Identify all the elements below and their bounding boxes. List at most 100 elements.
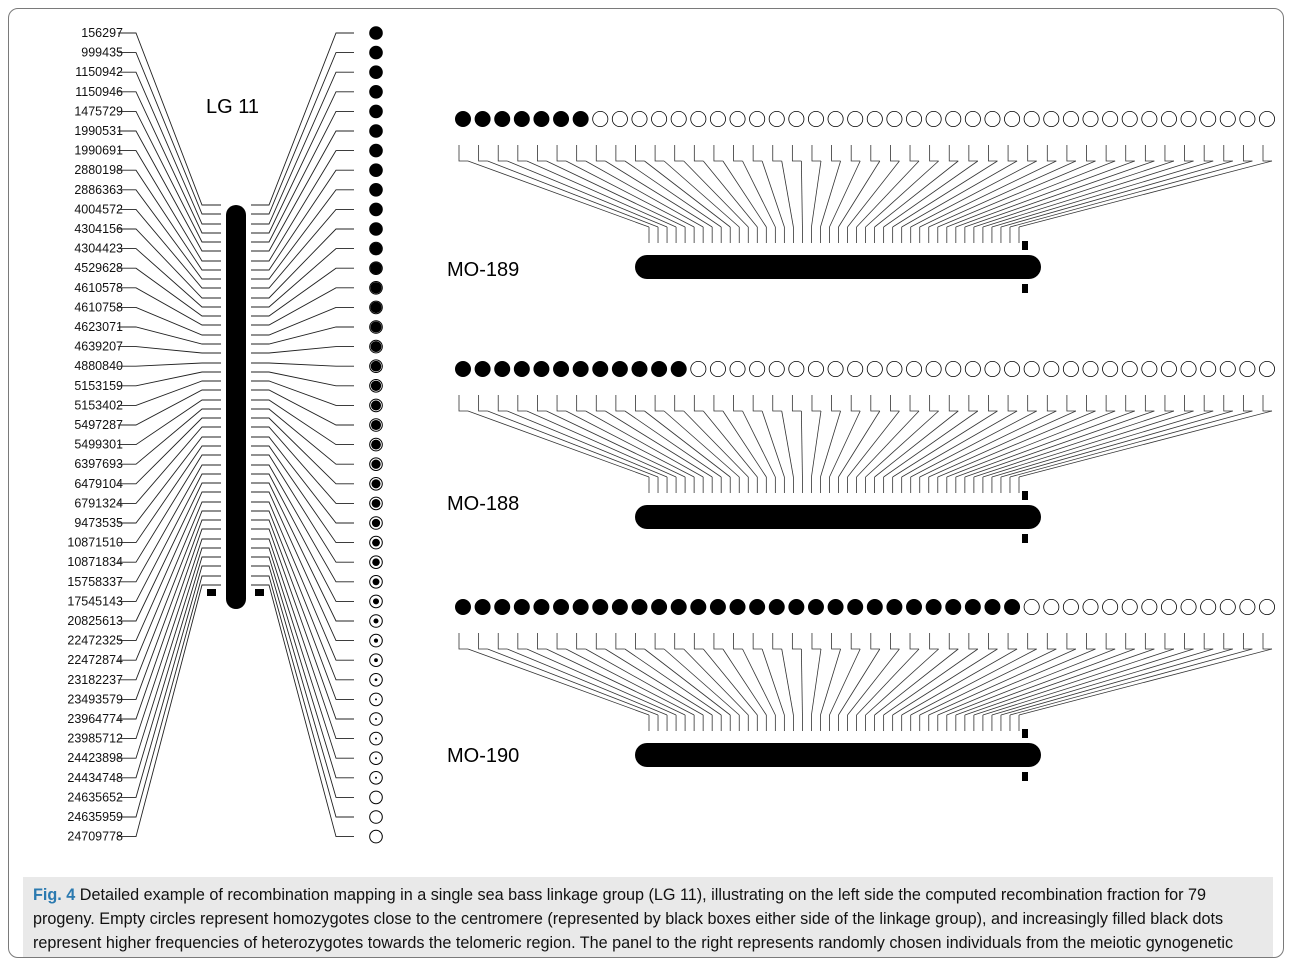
marker-connector (742, 648, 776, 716)
marker-connector-right (251, 565, 354, 798)
homozygote-dot (1102, 111, 1119, 128)
marker-connector-left (118, 547, 221, 759)
marker-connector (546, 160, 686, 228)
marker-tick (1046, 633, 1057, 650)
marker-connector (644, 648, 731, 716)
marker-label: 5499301 (74, 438, 123, 452)
homozygote-dot (768, 360, 785, 377)
marker-connector (526, 160, 677, 228)
marker-connector (624, 160, 722, 228)
recombination-fill (370, 301, 382, 314)
marker-connector (955, 410, 1135, 478)
homozygote-dot (886, 111, 903, 128)
homozygote-dot (964, 360, 981, 377)
homozygote-dot (1082, 599, 1099, 616)
marker-connector (800, 410, 803, 478)
marker-connector (605, 410, 713, 478)
recombination-fill (369, 105, 383, 118)
marker-tick (772, 145, 782, 162)
marker-connector-left (118, 426, 221, 504)
marker-tick (654, 395, 665, 412)
recombination-fill (369, 222, 383, 236)
homozygote-dot (1102, 360, 1119, 377)
homozygote-dot (984, 111, 1001, 128)
heterozygote-dot (631, 599, 648, 616)
marker-connector (946, 410, 1116, 478)
homozygote-dot (1023, 111, 1040, 128)
marker-label: 4623071 (74, 320, 123, 334)
marker-connector (800, 160, 803, 228)
marker-label: 1150942 (75, 65, 123, 79)
marker-connector (722, 410, 767, 478)
marker-label: 15758337 (67, 575, 123, 589)
heterozygote-dot (964, 599, 981, 616)
marker-tick (497, 633, 508, 650)
marker-connector-left (118, 575, 221, 818)
homozygote-dot (1200, 111, 1217, 128)
heterozygote-dot (494, 111, 511, 128)
marker-tick (811, 145, 821, 162)
homozygote-dot (1004, 111, 1021, 128)
marker-label: 23985712 (67, 732, 123, 746)
marker-connector (865, 160, 939, 228)
marker-connector-left (118, 228, 221, 299)
marker-connector-right (251, 491, 354, 642)
heterozygote-dot (788, 599, 805, 616)
homozygote-dot (1219, 360, 1236, 377)
marker-connector (928, 648, 1077, 716)
recombination-fill (375, 737, 377, 740)
marker-connector-right (251, 380, 354, 406)
recombination-fill (369, 124, 383, 138)
heterozygote-dot (768, 599, 785, 616)
recombination-fill (375, 776, 377, 779)
recombination-fill (370, 380, 382, 391)
marker-connector-right (251, 346, 354, 354)
heterozygote-dot (670, 360, 687, 377)
marker-connector-right (251, 426, 354, 504)
marker-connector (838, 160, 881, 228)
marker-connector (781, 160, 794, 228)
marker-label: 4004572 (74, 202, 123, 216)
marker-tick (693, 145, 704, 162)
marker-connector (703, 410, 758, 478)
recombination-fill (370, 400, 382, 411)
heterozygote-dot (925, 599, 942, 616)
recombination-fill (375, 698, 377, 701)
marker-connector (865, 648, 939, 716)
homozygote-dot (729, 360, 746, 377)
marker-connector (565, 410, 695, 478)
recombination-fill (369, 183, 383, 197)
marker-connector (955, 160, 1135, 228)
marker-tick (713, 395, 723, 412)
homozygote-dot (670, 111, 687, 128)
marker-tick (870, 633, 880, 650)
marker-tick (811, 395, 821, 412)
heterozygote-dot (533, 599, 550, 616)
heterozygote-dot (709, 599, 726, 616)
marker-tick (1105, 145, 1116, 162)
marker-connector (901, 648, 1018, 716)
recombination-fill (370, 360, 382, 372)
heterozygote-dot (984, 599, 1001, 616)
recombination-fill (370, 282, 382, 294)
heterozygote-dot (553, 111, 570, 128)
marker-tick (890, 633, 900, 650)
marker-connector (964, 648, 1155, 716)
marker-connector (847, 160, 900, 228)
marker-connector-left (118, 473, 221, 602)
recombination-fill (370, 262, 382, 275)
homozygote-dot (886, 360, 903, 377)
marker-label: 6479104 (74, 477, 123, 491)
marker-tick (1242, 633, 1253, 650)
marker-label: 9473535 (74, 516, 123, 530)
homozygote-dot (1121, 360, 1138, 377)
heterozygote-dot (494, 599, 511, 616)
homozygote-dot (709, 360, 726, 377)
recombination-fill (369, 144, 383, 157)
marker-connector-left (118, 52, 221, 215)
marker-tick (733, 633, 743, 650)
marker-tick (556, 395, 567, 412)
marker-connector-right (251, 389, 354, 426)
marker-connector (883, 160, 979, 228)
marker-tick (713, 145, 723, 162)
